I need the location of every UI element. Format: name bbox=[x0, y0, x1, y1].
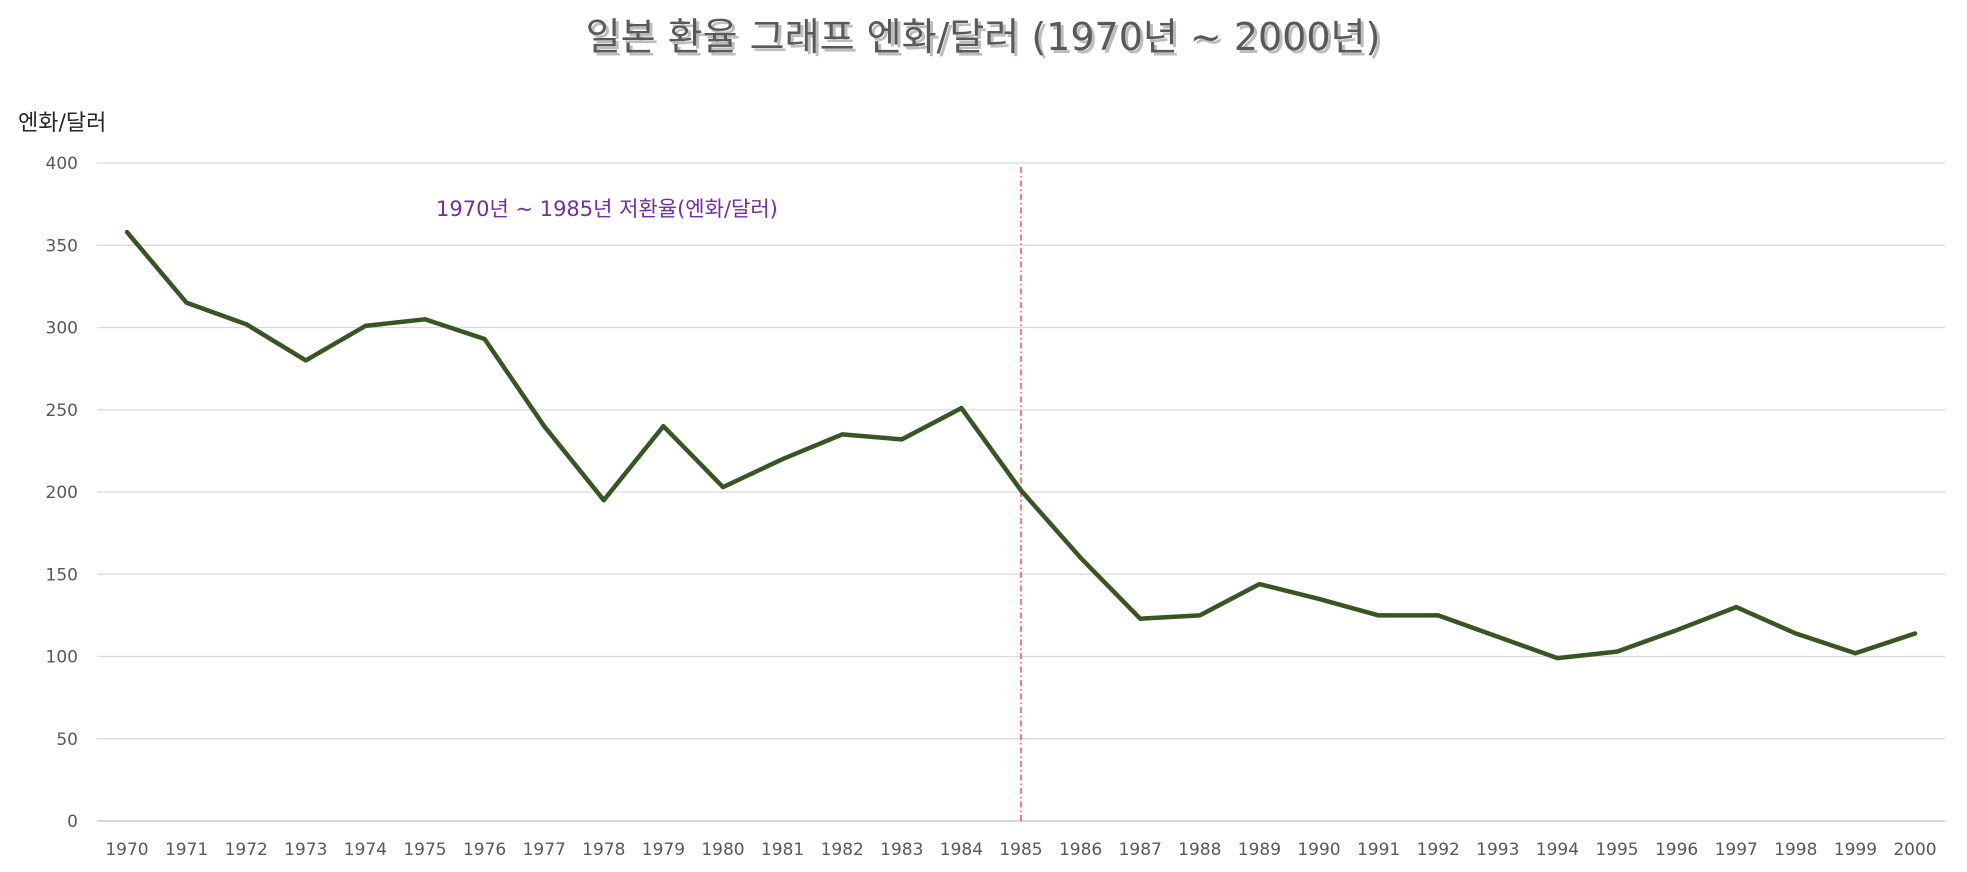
x-tick-labels: 1970 1971 1972 1973 1974 1975 1976 1977 1978 1979… bbox=[105, 840, 1936, 860]
data-point bbox=[1793, 631, 1798, 636]
data-point bbox=[303, 358, 308, 363]
x-tick-label: 1978 bbox=[582, 840, 625, 860]
x-tick-label: 1971 bbox=[165, 840, 208, 860]
annotation-low-rate-period: 1970년 ~ 1985년 저환율(엔화/달러) bbox=[436, 197, 778, 221]
x-tick-label: 1986 bbox=[1059, 840, 1102, 860]
data-point bbox=[1734, 605, 1739, 610]
chart-title: 일본 환율 그래프 엔화/달러 (1970년 ~ 2000년) bbox=[586, 15, 1381, 59]
data-point bbox=[1317, 596, 1321, 601]
data-point bbox=[423, 317, 427, 322]
data-point bbox=[1197, 613, 1202, 618]
x-tick-label: 1979 bbox=[642, 840, 685, 860]
x-tick-label: 1970 bbox=[105, 840, 148, 860]
data-point bbox=[184, 300, 189, 305]
y-tick-label: 400 bbox=[46, 154, 78, 174]
x-tick-label: 1990 bbox=[1297, 840, 1340, 860]
x-tick-label: 1982 bbox=[821, 840, 864, 860]
x-tick-label: 1999 bbox=[1834, 840, 1877, 860]
x-tick-label: 1985 bbox=[999, 840, 1042, 860]
y-tick-label: 50 bbox=[56, 730, 78, 750]
y-tick-label: 200 bbox=[46, 483, 78, 503]
x-tick-label: 1975 bbox=[403, 840, 446, 860]
data-point bbox=[1853, 651, 1858, 656]
data-point bbox=[1913, 631, 1917, 636]
x-tick-label: 1997 bbox=[1715, 840, 1758, 860]
data-point bbox=[244, 322, 249, 327]
x-tick-label: 1992 bbox=[1417, 840, 1460, 860]
x-tick-label: 1974 bbox=[344, 840, 387, 860]
x-tick-label: 1991 bbox=[1357, 840, 1400, 860]
x-tick-label: 1987 bbox=[1119, 840, 1162, 860]
data-point bbox=[1555, 656, 1560, 661]
y-tick-labels: 0 50 100 150 200 250 300 350 400 bbox=[46, 154, 78, 832]
x-tick-label: 1994 bbox=[1536, 840, 1579, 860]
data-point bbox=[1138, 616, 1143, 621]
data-point bbox=[482, 337, 487, 342]
y-tick-label: 300 bbox=[46, 319, 78, 339]
x-tick-label: 1976 bbox=[463, 840, 506, 860]
data-point bbox=[899, 437, 904, 442]
x-tick-label: 1993 bbox=[1476, 840, 1519, 860]
y-axis-label: 엔화/달러 bbox=[18, 111, 106, 136]
x-tick-label: 1972 bbox=[225, 840, 268, 860]
y-tick-label: 100 bbox=[46, 648, 78, 668]
data-point bbox=[780, 457, 785, 462]
data-point bbox=[1674, 628, 1679, 633]
y-tick-label: 0 bbox=[67, 812, 78, 832]
data-point bbox=[363, 323, 368, 328]
data-point bbox=[125, 230, 129, 235]
data-point bbox=[542, 424, 547, 429]
y-tick-label: 350 bbox=[46, 236, 78, 256]
data-point bbox=[840, 432, 845, 437]
y-tick-label: 150 bbox=[46, 565, 78, 585]
x-tick-label: 1981 bbox=[761, 840, 804, 860]
x-tick-label: 1989 bbox=[1238, 840, 1281, 860]
data-point bbox=[1615, 649, 1619, 654]
chart-title-shadow: 일본 환율 그래프 엔화/달러 (1970년 ~ 2000년) bbox=[589, 18, 1384, 62]
data-point bbox=[601, 498, 606, 503]
data-point bbox=[1257, 582, 1262, 587]
x-tick-label: 1973 bbox=[284, 840, 327, 860]
x-tick-label: 1988 bbox=[1178, 840, 1221, 860]
x-tick-label: 1983 bbox=[880, 840, 923, 860]
data-point bbox=[1019, 488, 1023, 493]
series-group bbox=[124, 229, 1918, 661]
data-point bbox=[661, 424, 666, 429]
y-tick-label: 250 bbox=[46, 401, 78, 421]
series-line bbox=[124, 229, 1918, 661]
x-tick-label: 1977 bbox=[523, 840, 566, 860]
data-point bbox=[721, 485, 725, 490]
x-tick-label: 1996 bbox=[1655, 840, 1698, 860]
data-point bbox=[959, 406, 964, 411]
data-point bbox=[1078, 555, 1083, 560]
x-tick-label: 2000 bbox=[1893, 840, 1936, 860]
data-point bbox=[1495, 634, 1500, 639]
x-tick-label: 1998 bbox=[1774, 840, 1817, 860]
data-point bbox=[1376, 613, 1381, 618]
x-tick-label: 1995 bbox=[1595, 840, 1638, 860]
data-point bbox=[1436, 613, 1441, 618]
x-tick-label: 1980 bbox=[701, 840, 744, 860]
x-tick-label: 1984 bbox=[940, 840, 983, 860]
